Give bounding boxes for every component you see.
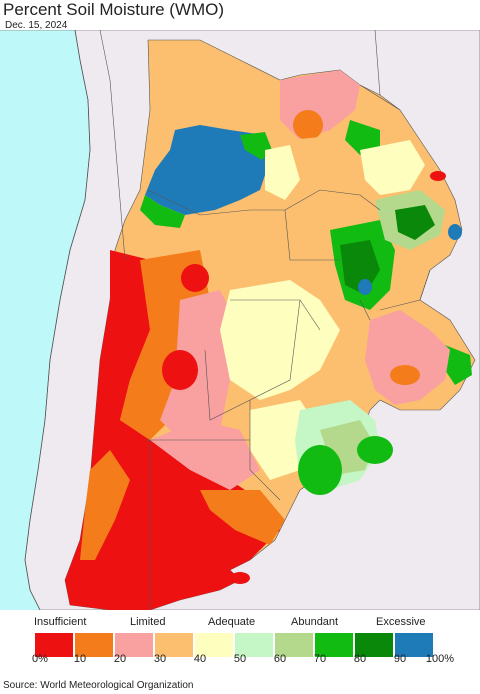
legend-label-excessive: Excessive (376, 616, 426, 628)
legend-label-abundant: Abundant (291, 616, 339, 628)
legend-tick-label: 60 (273, 653, 287, 665)
legend-tick-label: 80 (353, 653, 367, 665)
legend-swatch (34, 632, 74, 658)
legend-swatch (274, 632, 314, 658)
legend-swatch (154, 632, 194, 658)
map-title: Percent Soil Moisture (WMO) (3, 0, 225, 19)
source-note: Source: World Meteorological Organizatio… (3, 680, 194, 691)
map-date: Dec. 15, 2024 (5, 20, 68, 31)
legend-tick-label: 20 (113, 653, 127, 665)
legend-tick-label: 50 (233, 653, 247, 665)
legend-label-adequate: Adequate (208, 616, 256, 628)
legend-swatch (394, 632, 434, 658)
soil-moisture-map (0, 30, 480, 610)
legend-tick-label: 30 (153, 653, 167, 665)
legend-tick-label: 40 (193, 653, 207, 665)
legend-swatch (194, 632, 234, 658)
legend-label-limited: Limited (130, 616, 166, 628)
legend-swatch (114, 632, 154, 658)
legend-swatch (354, 632, 394, 658)
legend-tick-label: 10 (73, 653, 87, 665)
legend-tick-label: 70 (313, 653, 327, 665)
legend-tick-label: 0% (32, 653, 48, 665)
legend-tick-label: 90 (393, 653, 407, 665)
map-legend: Insufficient Limited Adequate Abundant E… (0, 610, 480, 670)
legend-swatch (234, 632, 274, 658)
legend-tick-label: 100% (425, 653, 455, 665)
legend-swatch (74, 632, 114, 658)
legend-label-insufficient: Insufficient (34, 616, 87, 628)
legend-swatch (314, 632, 354, 658)
